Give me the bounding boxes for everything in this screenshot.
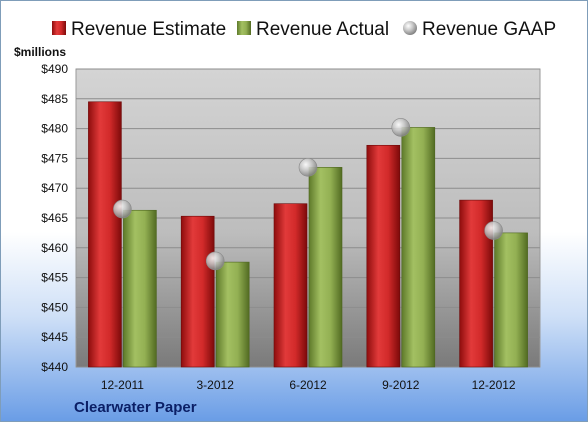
y-tick-label: $465 <box>41 211 68 225</box>
x-tick-label: 12-2012 <box>472 378 516 392</box>
x-tick-label: 6-2012 <box>289 378 327 392</box>
gaap-marker <box>484 221 503 240</box>
y-tick-label: $455 <box>41 271 68 285</box>
legend-label-gaap: Revenue GAAP <box>422 19 556 40</box>
x-tick-label: 9-2012 <box>382 378 420 392</box>
gaap-marker <box>391 118 411 137</box>
bars <box>88 101 528 368</box>
y-tick-label: $440 <box>41 360 68 374</box>
gaap-markers <box>113 118 503 271</box>
y-tick-label: $460 <box>41 241 68 255</box>
gaap-marker <box>298 158 318 177</box>
y-tick-label: $480 <box>41 122 68 136</box>
y-tick-label: $445 <box>41 330 68 344</box>
y-tick-label: $485 <box>41 92 68 106</box>
estimate-bar <box>366 144 401 368</box>
gaap-marker <box>205 251 225 271</box>
legend-swatch-gaap <box>403 21 417 35</box>
x-tick-label: 12-2011 <box>101 378 144 392</box>
gaap-marker <box>113 199 132 219</box>
estimate-bar <box>180 215 215 368</box>
y-axis: $440 $445 $450 $455 $460 $465 $470 $475 $480 $485… <box>41 62 68 374</box>
y-tick-label: $490 <box>41 62 68 76</box>
actual-bar <box>123 209 157 368</box>
legend-label-estimate: Revenue Estimate <box>71 19 226 40</box>
legend-swatch-actual <box>237 21 251 35</box>
x-axis: 12-2011 3-2012 6-2012 9-2012 12-2012 <box>101 378 516 392</box>
actual-bar <box>494 232 528 368</box>
estimate-bar <box>273 203 308 368</box>
estimate-bar <box>88 101 122 368</box>
unit-label: $millions <box>14 45 66 59</box>
x-tick-label: 3-2012 <box>197 378 235 392</box>
legend-label-actual: Revenue Actual <box>256 19 389 40</box>
y-tick-label: $470 <box>41 181 68 195</box>
actual-bar <box>401 127 436 368</box>
y-tick-label: $475 <box>41 151 68 165</box>
y-tick-label: $450 <box>41 300 68 314</box>
actual-bar <box>215 261 250 368</box>
company-label: Clearwater Paper <box>74 399 197 416</box>
legend-swatch-estimate <box>52 21 66 35</box>
actual-bar <box>308 167 343 368</box>
legend: Revenue Estimate Revenue Actual Revenue … <box>52 19 556 40</box>
